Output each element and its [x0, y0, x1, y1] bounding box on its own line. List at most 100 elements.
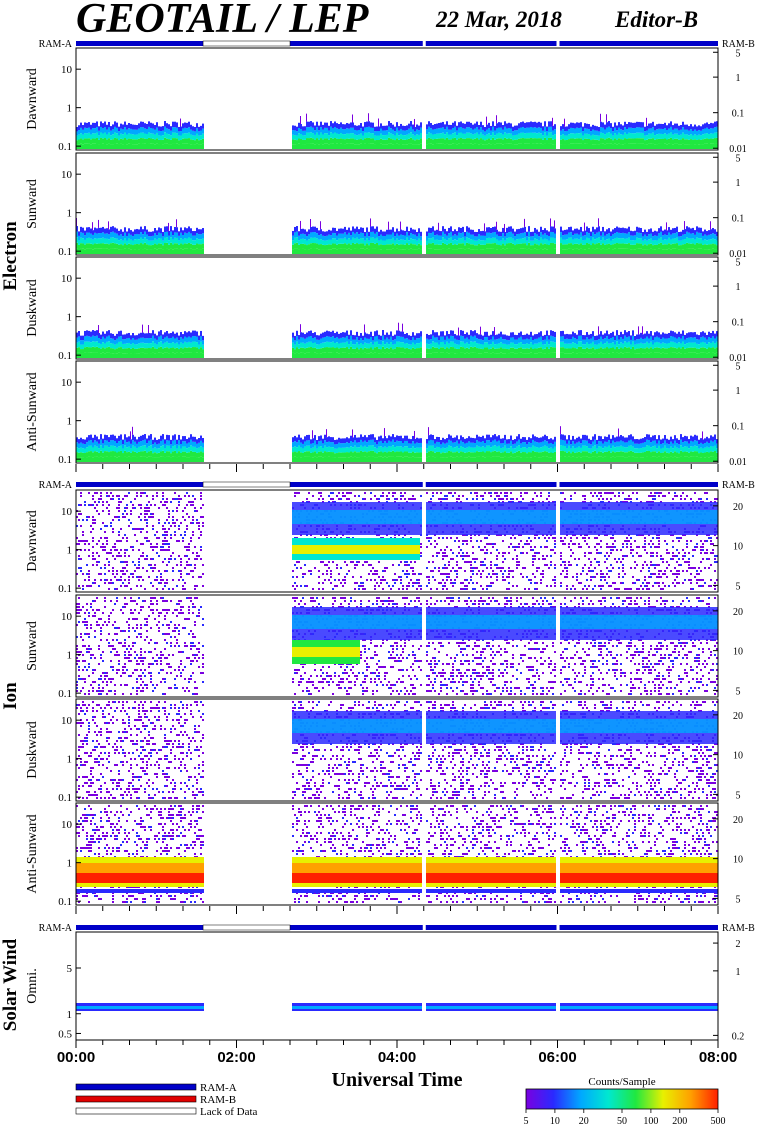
spectrogram-cell [696, 131, 698, 136]
spectrogram-cell [112, 353, 114, 358]
spectrogram-cell [546, 249, 548, 254]
spectrogram-cell [612, 244, 614, 249]
spectrogram-cell [316, 228, 318, 233]
spectrogram-cell [326, 123, 328, 128]
spectrogram-cell [82, 144, 84, 149]
spectrogram-cell [452, 249, 454, 254]
spectrogram-cell [402, 135, 404, 140]
spectrogram-cell [600, 240, 602, 245]
spectrogram-cell [638, 238, 640, 243]
spectrogram-cell [676, 134, 678, 139]
spectrogram-cell [120, 124, 122, 129]
spectrogram-cell [630, 249, 632, 254]
spectrogram-cell [462, 144, 464, 149]
spectrogram-cell [298, 249, 300, 254]
spectrogram-cell [322, 236, 324, 241]
spectrogram-cell [152, 236, 154, 241]
spectrogram-cell [162, 232, 164, 236]
spectrogram-cell [144, 232, 146, 238]
spectrogram-cell [570, 243, 572, 248]
spectrogram-cell [80, 227, 82, 232]
spectrogram-cell [332, 123, 334, 128]
spectrogram-cell [186, 144, 188, 149]
spectrogram-cell [86, 139, 88, 144]
spectrogram-cell [148, 241, 150, 245]
spectrogram-cell [384, 232, 386, 236]
spectrogram-cell [136, 135, 138, 140]
spectrogram-cell [714, 229, 716, 234]
spectrogram-cell [322, 245, 324, 250]
spectrogram-cell [294, 126, 296, 131]
spectrogram-spike [484, 223, 485, 231]
spectrogram-cell [550, 143, 552, 149]
spectrogram-cell [370, 138, 372, 143]
spectrogram-cell [378, 140, 380, 145]
spectrogram-cell [510, 123, 512, 128]
spectrogram-cell [394, 131, 396, 135]
spectrogram-cell [566, 239, 568, 244]
spectrogram-cell [450, 226, 452, 232]
spectrogram-cell [320, 239, 322, 244]
spectrogram-cell [564, 127, 566, 131]
spectrogram-cell [458, 243, 460, 248]
spectrogram-cell [96, 127, 98, 133]
spectrogram-cell [110, 348, 112, 353]
spectrogram-cell [84, 133, 86, 138]
spectrogram-cell [628, 138, 630, 143]
spectrogram-cell [674, 249, 676, 254]
spectrogram-cell [98, 144, 100, 149]
spectrogram-cell [406, 249, 408, 254]
spectrogram-cell [700, 249, 702, 254]
spectrogram-cell [310, 232, 312, 237]
spectrogram-cell [522, 127, 524, 132]
spectrogram-cell [676, 227, 678, 232]
spectrogram-cell [336, 240, 338, 245]
spectrogram-cell [300, 244, 302, 249]
spectrogram-cell [320, 229, 322, 234]
spectrogram-cell [432, 248, 434, 254]
spectrogram-cell [318, 140, 320, 145]
spectrogram-cell [192, 236, 194, 241]
spectrogram-cell [158, 238, 160, 243]
spectrogram-cell [646, 140, 648, 145]
spectrogram-cell [682, 240, 684, 245]
spectrogram-cell [136, 139, 138, 144]
spectrogram-cell [498, 250, 500, 254]
spectrogram-cell [598, 145, 600, 149]
spectrogram-cell [584, 133, 586, 138]
spectrogram-cell [130, 335, 132, 340]
spectrogram-cell [304, 131, 306, 136]
spectrogram-cell [620, 124, 622, 129]
spectrogram-cell [418, 130, 420, 135]
spectrogram-cell [122, 353, 124, 358]
spectrogram-cell [122, 241, 124, 245]
spectrogram-cell [178, 240, 180, 245]
spectrogram-cell [166, 232, 168, 238]
spectrogram-cell [92, 123, 94, 128]
spectrogram-cell [484, 240, 486, 245]
spectrogram-cell [514, 232, 516, 236]
spectrogram-cell [118, 353, 120, 358]
right-tick-label: 0.1 [732, 214, 745, 225]
spectrogram-cell [186, 128, 188, 133]
spectrogram-cell [316, 138, 318, 143]
spectrogram-cell [84, 122, 86, 127]
spectrogram-cell [154, 353, 156, 358]
spectrogram-cell [376, 127, 378, 131]
spectrogram-cell [496, 128, 498, 133]
spectrogram-cell [562, 245, 564, 250]
spectrogram-cell [148, 121, 150, 127]
spectrogram-cell [572, 240, 574, 245]
spectrogram-cell [146, 353, 148, 358]
spectrogram-cell [80, 138, 82, 143]
spectrogram-cell [382, 240, 384, 245]
lack-of-data-segment [423, 482, 426, 487]
spectrogram-cell [666, 139, 668, 144]
spectrogram-cell [620, 244, 622, 249]
spectrogram-cell [694, 125, 696, 130]
spectrogram-cell [586, 134, 588, 139]
spectrogram-cell [80, 243, 82, 248]
spectrogram-cell [472, 134, 474, 139]
spectrogram-cell [608, 121, 610, 127]
spectrogram-cell [612, 229, 614, 234]
